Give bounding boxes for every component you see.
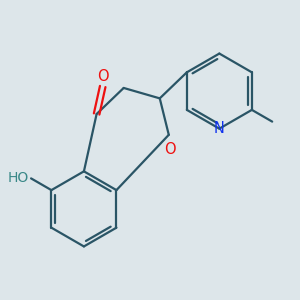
Text: N: N bbox=[214, 121, 225, 136]
Text: O: O bbox=[97, 69, 109, 84]
Text: O: O bbox=[164, 142, 176, 157]
Text: HO: HO bbox=[7, 171, 28, 185]
